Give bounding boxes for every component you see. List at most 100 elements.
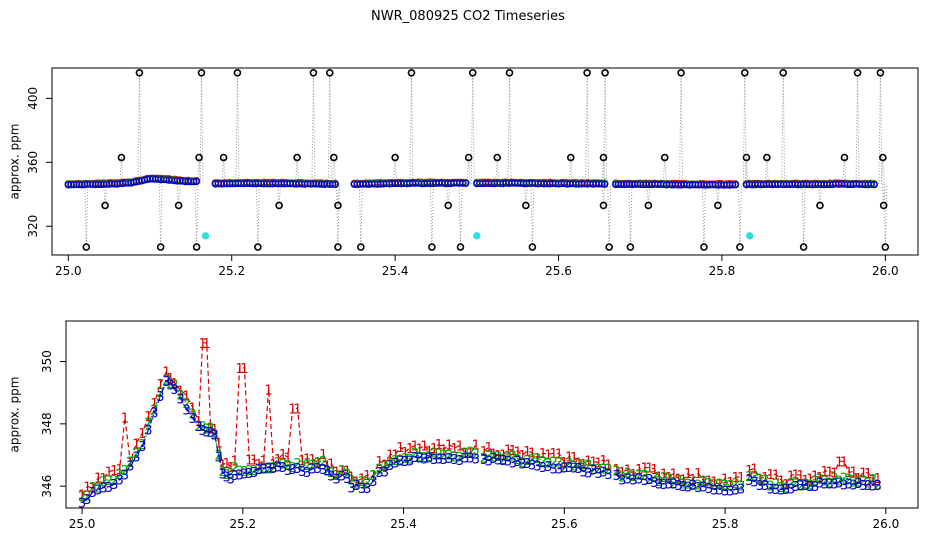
series-3-marker: 3	[499, 454, 507, 469]
outlier-connector	[196, 183, 199, 248]
outlier-point	[644, 201, 653, 210]
outlier-connector	[882, 157, 885, 184]
series-2-marker: 2	[323, 464, 331, 479]
series-1-marker: 1	[386, 448, 394, 463]
series-2-marker: 2	[650, 470, 658, 485]
x-tick-label: 25.8	[709, 264, 736, 278]
series-2-marker: 2	[207, 421, 215, 436]
series-3-marker: 3	[227, 472, 235, 487]
series-3-marker: 3	[689, 479, 697, 494]
series-1-marker: 1	[523, 445, 531, 460]
series-1-marker: 1	[594, 456, 602, 471]
series-2-marker: 2	[821, 474, 829, 489]
series-3-marker: 3	[782, 483, 790, 498]
series-1-marker: 1	[480, 445, 488, 460]
series-1-marker: 1	[227, 461, 235, 476]
series-2-marker: 2	[797, 479, 805, 494]
series-3-marker: 3	[182, 404, 190, 419]
series-2-marker: 2	[78, 490, 86, 505]
series-2-marker: 2	[274, 456, 282, 471]
series-3-marker: 3	[756, 479, 764, 494]
outlier-point	[677, 68, 685, 77]
series-2-marker: 2	[420, 451, 428, 466]
series-3-marker: 3	[641, 474, 649, 489]
outlier-connector	[459, 183, 463, 248]
series-3-marker: 3	[624, 472, 632, 487]
outlier-connector	[878, 72, 881, 184]
top-plot-area	[64, 68, 890, 251]
series-2-marker: 2	[126, 456, 134, 471]
outlier-connector	[782, 72, 786, 184]
series-3-marker: 3	[188, 412, 196, 427]
series-2-marker: 2	[830, 471, 838, 486]
series-2-marker: 2	[416, 451, 424, 466]
outlier-connector	[160, 183, 163, 248]
outlier-connector	[329, 72, 332, 184]
series-3-marker: 3	[466, 451, 474, 466]
series-2-marker: 2	[679, 478, 687, 493]
series-3-marker: 3	[806, 480, 814, 495]
series-3-marker: 3	[594, 467, 602, 482]
series-3-marker: 3	[575, 462, 583, 477]
series-3-marker: 3	[274, 461, 282, 476]
series-2-marker: 2	[710, 478, 718, 493]
outlier-point	[605, 243, 613, 251]
series-3-marker: 3	[518, 458, 526, 473]
outlier-connector	[803, 183, 806, 248]
series-1-marker: 1	[338, 464, 346, 479]
series-1-marker: 1	[343, 465, 351, 480]
series-1-marker: 1	[835, 455, 843, 470]
outlier-point	[601, 68, 609, 77]
outlier-point	[195, 153, 203, 162]
outlier-point	[325, 68, 334, 77]
outlier-point	[233, 68, 242, 77]
series-2-marker: 2	[549, 455, 557, 470]
series-3-marker: 3	[732, 483, 740, 498]
flagged-point	[201, 232, 210, 240]
outlier-point	[468, 68, 477, 77]
series-3-marker: 3	[705, 482, 713, 497]
series-3-marker: 3	[391, 457, 399, 472]
series-1-marker: 1	[203, 337, 211, 352]
outlier-point	[740, 68, 749, 77]
outlier-connector	[679, 72, 682, 184]
series-3-marker: 3	[565, 461, 573, 476]
series-3-marker: 3	[240, 468, 248, 483]
series-2-marker: 2	[782, 481, 790, 496]
series-2-marker: 2	[737, 479, 745, 494]
series-3-marker: 3	[710, 483, 718, 498]
series-3-marker: 3	[767, 483, 775, 498]
series-2-marker: 2	[138, 438, 146, 453]
outlier-point	[197, 68, 206, 77]
series-1-marker: 1	[466, 447, 474, 462]
outlier-connector	[312, 72, 316, 184]
series-1-marker: 1	[207, 422, 215, 437]
outlier-connector	[604, 72, 608, 184]
series-3-marker: 3	[289, 463, 297, 478]
series-1-marker: 1	[363, 469, 371, 484]
series-1-marker: 1	[105, 466, 113, 481]
baseline-point	[459, 179, 467, 187]
series-3-marker: 3	[509, 456, 517, 471]
bottom-plot-area: 1111111111111111111111111111111111111111…	[78, 337, 882, 508]
series-3-marker: 3	[726, 485, 734, 500]
series-1-marker: 1	[655, 471, 663, 486]
series-3-marker: 3	[845, 478, 853, 493]
series-2-marker: 2	[485, 449, 493, 464]
series-3-marker: 3	[353, 479, 361, 494]
series-2-marker: 2	[850, 476, 858, 491]
series-2-marker: 2	[264, 462, 272, 477]
x-tick-label: 25.4	[390, 517, 417, 531]
series-2-marker: 2	[499, 453, 507, 468]
x-tick-label: 25.0	[55, 264, 82, 278]
series-2-marker: 2	[772, 478, 780, 493]
series-3-marker: 3	[293, 462, 301, 477]
series-1-marker: 1	[761, 471, 769, 486]
series-3-marker: 3	[264, 462, 272, 477]
x-tick-label: 26.0	[872, 264, 899, 278]
series-3-marker: 3	[761, 479, 769, 494]
outlier-point	[853, 68, 862, 77]
series-1-marker: 1	[264, 384, 272, 399]
outlier-connector	[138, 72, 142, 184]
